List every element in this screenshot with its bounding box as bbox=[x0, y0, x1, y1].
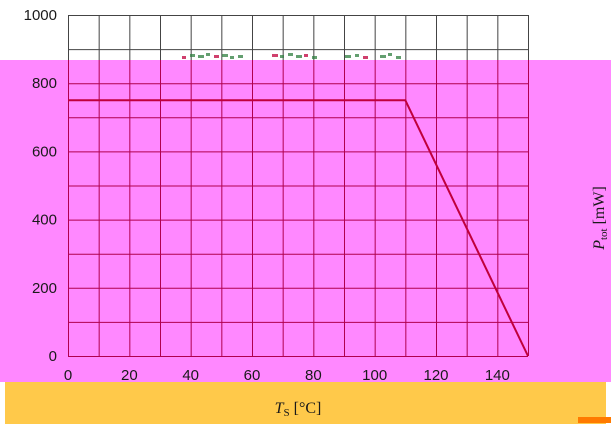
artifact-speck bbox=[214, 55, 219, 58]
x-tick-label: 20 bbox=[121, 367, 138, 384]
y-tick-label: 200 bbox=[32, 280, 57, 297]
y-axis-subscript: tot bbox=[598, 228, 610, 240]
artifact-speck bbox=[272, 54, 278, 57]
y-axis-label: Ptot [mW] bbox=[591, 186, 610, 251]
gold-background-band bbox=[5, 382, 606, 424]
x-axis-subscript: S bbox=[284, 407, 290, 419]
artifact-speck bbox=[182, 56, 186, 59]
x-tick-label: 100 bbox=[362, 367, 387, 384]
artifact-speck bbox=[363, 56, 368, 59]
y-tick-label: 400 bbox=[32, 212, 57, 229]
y-tick-label: 800 bbox=[32, 75, 57, 92]
grid-lines bbox=[68, 15, 529, 357]
x-tick-label: 60 bbox=[244, 367, 261, 384]
artifact-speck bbox=[190, 54, 195, 57]
artifact-speck bbox=[345, 55, 351, 58]
power-curve-line bbox=[68, 99, 529, 357]
artifact-speck bbox=[206, 53, 210, 56]
y-axis-symbol: P bbox=[591, 240, 608, 251]
x-tick-label: 140 bbox=[485, 367, 510, 384]
image-artifacts bbox=[182, 53, 401, 59]
artifact-speck bbox=[304, 54, 308, 57]
y-tick-label: 600 bbox=[32, 143, 57, 160]
x-tick-label: 80 bbox=[305, 367, 322, 384]
artifact-speck bbox=[230, 56, 234, 59]
x-tick-label: 40 bbox=[182, 367, 199, 384]
x-tick-label: 120 bbox=[423, 367, 448, 384]
y-axis-unit: [mW] bbox=[591, 186, 608, 228]
artifact-speck bbox=[222, 54, 228, 57]
x-axis-unit: [°C] bbox=[290, 400, 322, 417]
power-curve bbox=[68, 99, 529, 357]
y-axis-label-group: Ptot [mW] bbox=[591, 186, 610, 251]
artifact-speck bbox=[312, 56, 317, 59]
artifact-speck bbox=[355, 54, 359, 57]
pink-background-band bbox=[0, 60, 611, 382]
x-axis-symbol: T bbox=[275, 400, 285, 417]
artifact-speck bbox=[380, 55, 386, 58]
x-tick-label: 0 bbox=[64, 367, 72, 384]
artifact-speck bbox=[280, 55, 284, 58]
artifact-speck bbox=[198, 55, 204, 58]
artifact-speck bbox=[238, 55, 243, 58]
y-tick-label: 1000 bbox=[24, 7, 57, 24]
artifact-speck bbox=[296, 55, 302, 58]
artifact-speck bbox=[288, 53, 293, 56]
y-tick-label: 0 bbox=[49, 348, 57, 365]
x-axis-label: TS [°C] bbox=[275, 400, 322, 419]
corner-orange-mark bbox=[578, 417, 611, 423]
artifact-speck bbox=[396, 56, 401, 59]
y-tick-labels: 0 200 400 600 800 1000 bbox=[24, 7, 57, 365]
artifact-speck bbox=[388, 53, 392, 56]
x-tick-labels: 0 20 40 60 80 100 120 140 bbox=[64, 367, 510, 384]
